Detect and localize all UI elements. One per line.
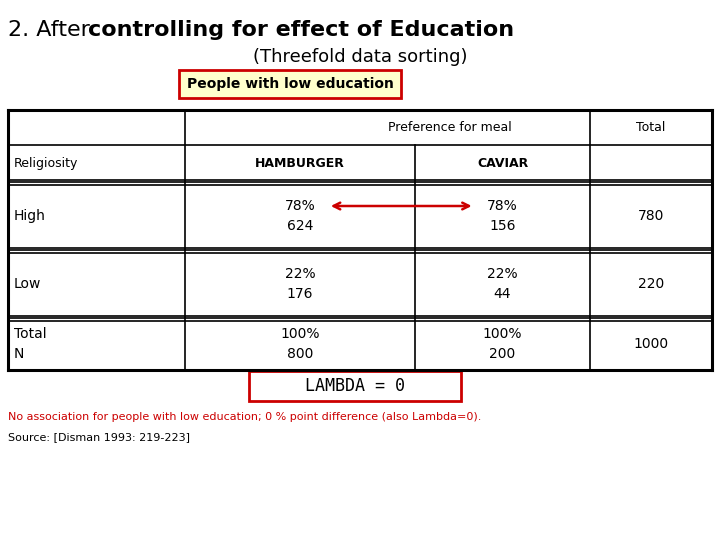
Text: People with low education: People with low education <box>186 77 393 91</box>
Text: 624: 624 <box>287 219 313 233</box>
Text: 44: 44 <box>494 287 511 301</box>
Text: LAMBDA = 0: LAMBDA = 0 <box>305 377 405 395</box>
Text: 22%: 22% <box>487 267 518 281</box>
Text: Low: Low <box>14 277 41 291</box>
Text: 176: 176 <box>287 287 313 301</box>
Text: Source: [Disman 1993: 219-223]: Source: [Disman 1993: 219-223] <box>8 432 190 442</box>
Text: Total: Total <box>14 327 47 341</box>
Text: 2. After: 2. After <box>8 20 97 40</box>
Text: Total: Total <box>636 121 666 134</box>
Text: 200: 200 <box>490 347 516 361</box>
Text: Religiosity: Religiosity <box>14 157 78 170</box>
Text: 78%: 78% <box>487 199 518 213</box>
Text: 800: 800 <box>287 347 313 361</box>
FancyBboxPatch shape <box>179 70 401 98</box>
Text: 1000: 1000 <box>634 337 669 351</box>
Text: Preference for meal: Preference for meal <box>387 121 511 134</box>
Text: 100%: 100% <box>482 327 522 341</box>
Text: 156: 156 <box>490 219 516 233</box>
Text: 780: 780 <box>638 209 664 223</box>
Text: controlling for effect of Education: controlling for effect of Education <box>88 20 514 40</box>
Text: No association for people with low education; 0 % point difference (also Lambda=: No association for people with low educa… <box>8 412 482 422</box>
Text: 220: 220 <box>638 277 664 291</box>
Text: High: High <box>14 209 46 223</box>
Text: N: N <box>14 347 24 361</box>
Text: 100%: 100% <box>280 327 320 341</box>
Text: 22%: 22% <box>284 267 315 281</box>
Text: (Threefold data sorting): (Threefold data sorting) <box>253 48 467 66</box>
Text: 78%: 78% <box>284 199 315 213</box>
FancyBboxPatch shape <box>249 371 461 401</box>
Text: HAMBURGER: HAMBURGER <box>255 157 345 170</box>
Text: CAVIAR: CAVIAR <box>477 157 528 170</box>
